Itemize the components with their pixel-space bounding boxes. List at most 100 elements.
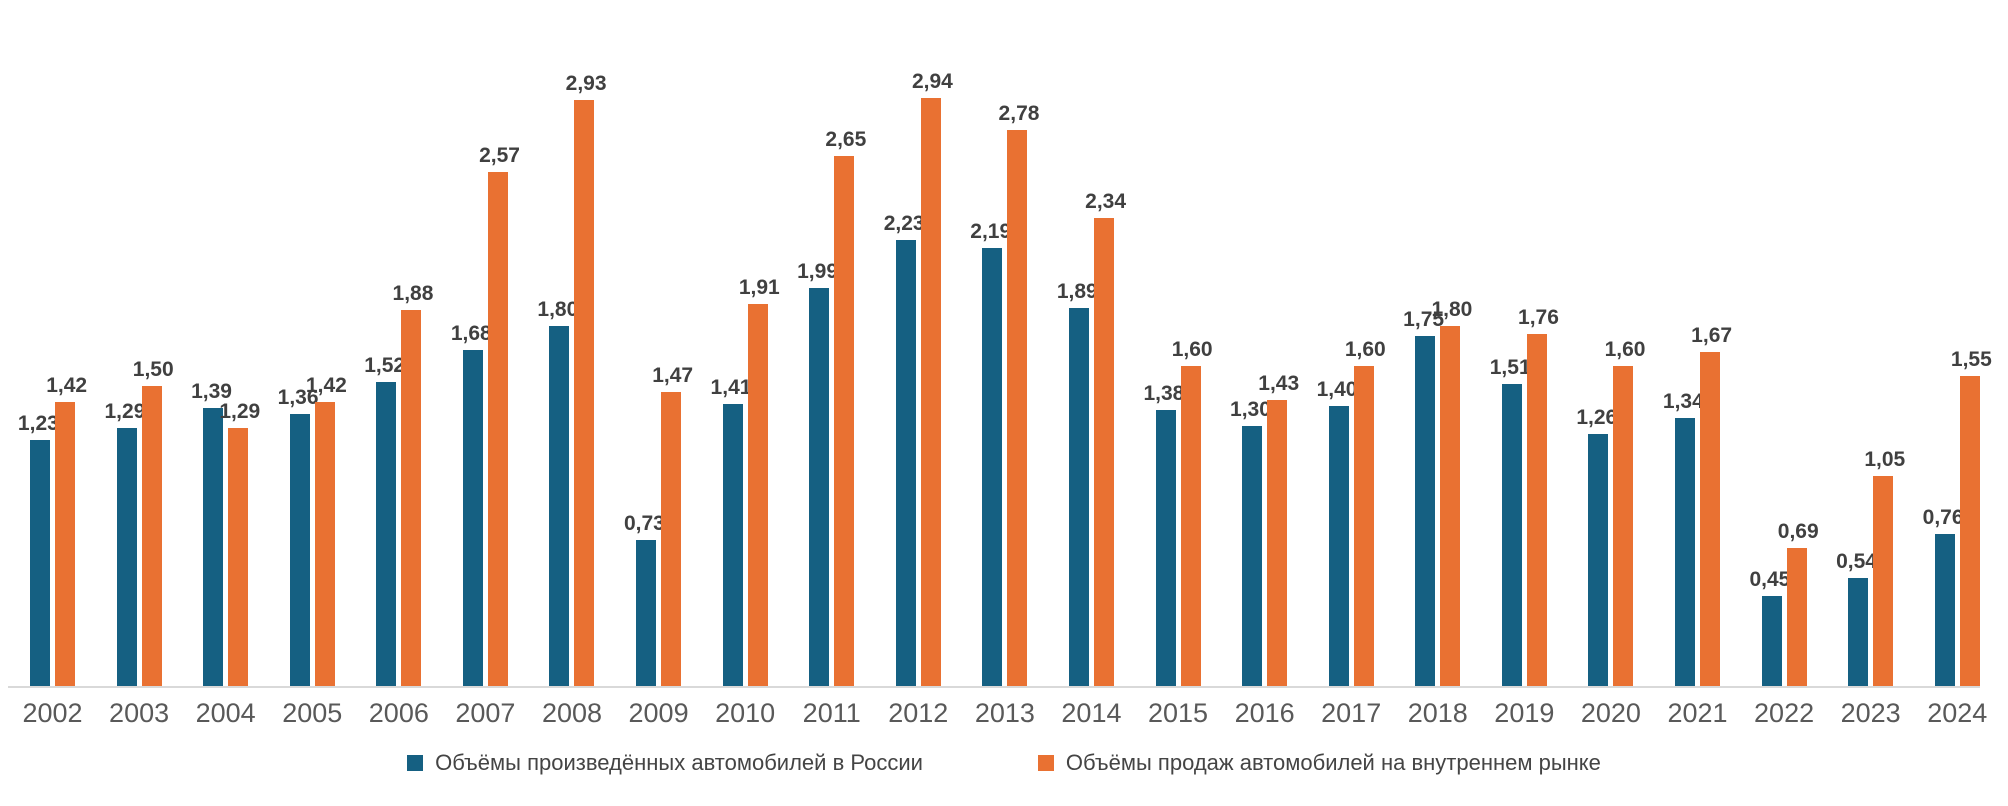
bar-wrap-sales-2014: 2,34 (1085, 190, 1126, 686)
x-axis-label-2005: 2005 (282, 698, 343, 728)
bar-wrap-produced-2006: 1,52 (364, 354, 405, 686)
legend-label-sales: Объёмы продаж автомобилей на внутреннем … (1065, 750, 1601, 775)
year-group-2003: 1,29 1,50 (105, 358, 174, 686)
year-group-2022: 0,45 0,69 (1749, 520, 1819, 686)
value-label-produced-2005: 1,36 (277, 385, 319, 409)
year-group-2024: 0,76 1,55 (1923, 348, 1992, 686)
value-label-produced-2006: 1,52 (364, 353, 406, 377)
year-group-2017: 1,40 1,60 (1317, 338, 1386, 686)
bar-produced-2016 (1242, 426, 1263, 686)
x-axis-label-2022: 2022 (1754, 698, 1815, 728)
bar-sales-2016 (1267, 400, 1288, 686)
bar-wrap-produced-2004: 1,39 (191, 380, 232, 686)
bar-wrap-sales-2007: 2,57 (479, 144, 520, 686)
bar-wrap-sales-2009: 1,47 (652, 364, 693, 686)
bar-wrap-produced-2013: 2,19 (970, 220, 1011, 686)
bar-wrap-produced-2010: 1,41 (711, 376, 751, 686)
year-group-2015: 1,38 1,60 (1143, 338, 1213, 686)
year-group-2008: 1,80 2,93 (537, 72, 607, 686)
value-label-sales-2011: 2,65 (825, 127, 867, 151)
x-axis-label-2009: 2009 (628, 698, 689, 728)
value-label-produced-2012: 2,23 (883, 211, 925, 235)
x-axis-label-2017: 2017 (1321, 698, 1382, 728)
value-label-produced-2019: 1,51 (1489, 355, 1531, 379)
x-axis-label-2012: 2012 (888, 698, 949, 728)
bar-wrap-produced-2023: 0,54 (1836, 550, 1877, 686)
bar-produced-2017 (1328, 406, 1349, 686)
bar-sales-2006 (401, 310, 422, 686)
bar-sales-2011 (834, 156, 855, 686)
bar-wrap-produced-2020: 1,26 (1576, 406, 1617, 686)
legend-swatch-produced (407, 755, 424, 771)
value-label-sales-2010: 1,91 (738, 275, 780, 299)
bar-produced-2004 (203, 408, 224, 686)
bar-sales-2007 (487, 172, 508, 686)
x-axis-label-2020: 2020 (1580, 698, 1641, 728)
bar-sales-2023 (1873, 476, 1894, 686)
bar-wrap-sales-2005: 1,42 (306, 374, 347, 686)
bar-sales-2009 (661, 392, 682, 686)
bar-wrap-sales-2024: 1,55 (1951, 348, 1992, 686)
x-axis-label-2004: 2004 (195, 698, 256, 728)
bar-sales-2019 (1526, 334, 1547, 686)
year-group-2013: 2,19 2,78 (970, 102, 1039, 686)
value-label-produced-2003: 1,29 (104, 399, 146, 423)
year-group-2019: 1,51 1,76 (1490, 306, 1559, 686)
value-label-produced-2020: 1,26 (1576, 405, 1618, 429)
x-axis-label-2003: 2003 (109, 698, 170, 728)
legend: Объёмы произведённых автомобилей в Росси… (0, 750, 2008, 776)
x-axis-label-2023: 2023 (1840, 698, 1901, 728)
bar-produced-2024 (1934, 534, 1955, 686)
value-label-sales-2002: 1,42 (46, 373, 88, 397)
year-group-2023: 0,54 1,05 (1836, 448, 1905, 686)
legend-item-produced: Объёмы произведённых автомобилей в Росси… (407, 750, 923, 776)
value-label-sales-2023: 1,05 (1864, 447, 1906, 471)
bar-sales-2002 (55, 402, 75, 686)
x-axis-label-2011: 2011 (802, 698, 861, 728)
bar-sales-2024 (1959, 376, 1980, 686)
value-label-sales-2018: 1,80 (1431, 297, 1473, 321)
bar-wrap-sales-2006: 1,88 (393, 282, 433, 686)
bar-wrap-sales-2011: 2,65 (825, 128, 866, 686)
bar-produced-2023 (1848, 578, 1869, 686)
value-label-produced-2022: 0,45 (1749, 567, 1791, 591)
x-axis-label-2008: 2008 (541, 698, 603, 728)
bar-wrap-produced-2021: 1,34 (1663, 390, 1704, 686)
bar-wrap-sales-2023: 1,05 (1864, 448, 1905, 686)
bar-wrap-produced-2016: 1,30 (1230, 398, 1271, 686)
x-axis-label-2024: 2024 (1927, 698, 1988, 728)
year-group-2004: 1,39 1,29 (191, 380, 260, 686)
value-label-sales-2014: 2,34 (1085, 189, 1127, 213)
value-label-produced-2024: 0,76 (1922, 505, 1964, 529)
bar-produced-2002 (30, 440, 50, 686)
bar-wrap-produced-2015: 1,38 (1143, 382, 1184, 686)
bar-wrap-sales-2013: 2,78 (999, 102, 1039, 686)
x-axis-label-2016: 2016 (1234, 698, 1295, 728)
bar-produced-2012 (895, 240, 916, 686)
bar-produced-2003 (116, 428, 137, 686)
year-group-2016: 1,30 1,43 (1230, 372, 1299, 686)
bar-wrap-produced-2014: 1,89 (1057, 280, 1098, 686)
year-group-2009: 0,73 1,47 (624, 364, 693, 686)
year-group-2002: 1,23 1,42 (18, 374, 87, 686)
bar-produced-2019 (1501, 384, 1522, 686)
bar-sales-2010 (747, 304, 768, 686)
bar-wrap-produced-2017: 1,40 (1317, 378, 1357, 686)
value-label-sales-2024: 1,55 (1950, 347, 1992, 371)
bar-wrap-produced-2008: 1,80 (537, 298, 578, 686)
bar-produced-2007 (462, 350, 483, 686)
x-axis-label-2019: 2019 (1494, 698, 1555, 728)
x-axis-labels: 2002 2003 2004 2005 2006 2007 2008 2009 2010 2011… (0, 698, 2008, 729)
bar-wrap-sales-2003: 1,50 (133, 358, 174, 686)
year-group-2018: 1,75 1,80 (1403, 298, 1472, 686)
bar-produced-2022 (1761, 596, 1782, 686)
bar-sales-2012 (920, 98, 941, 686)
bar-wrap-produced-2002: 1,23 (18, 412, 59, 686)
bar-produced-2018 (1415, 336, 1436, 686)
value-label-sales-2005: 1,42 (305, 373, 347, 397)
value-label-sales-2008: 2,93 (565, 71, 607, 95)
bar-sales-2004 (228, 428, 249, 686)
value-label-produced-2023: 0,54 (1836, 549, 1877, 573)
bar-wrap-sales-2002: 1,42 (46, 374, 87, 686)
